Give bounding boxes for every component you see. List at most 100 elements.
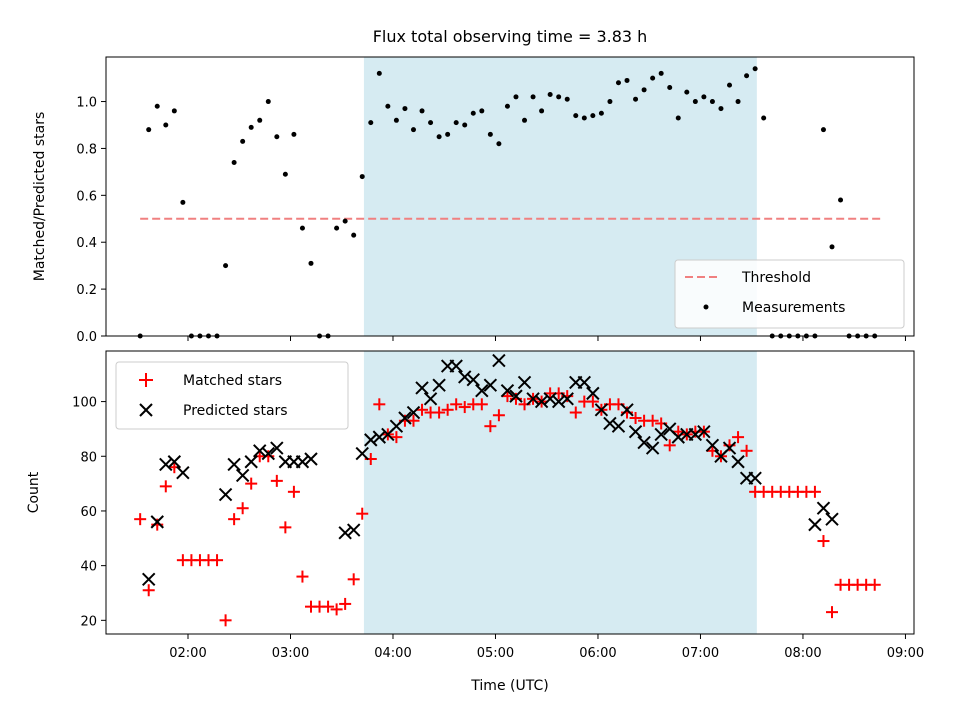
predicted-star-point xyxy=(611,419,626,433)
measurement-point xyxy=(231,160,237,166)
matched-star-point xyxy=(151,518,164,531)
predicted-star-point xyxy=(432,378,446,392)
matched-star-point xyxy=(296,570,309,583)
measurement-point xyxy=(701,94,707,100)
predicted-star-point xyxy=(628,424,643,439)
predicted-star-point xyxy=(253,444,267,458)
matched-star-point xyxy=(134,513,147,526)
measurement-point xyxy=(658,70,664,76)
matched-star-point xyxy=(868,578,881,591)
matched-star-point xyxy=(732,431,745,444)
predicted-star-point xyxy=(586,386,600,401)
measurement-point xyxy=(299,225,305,231)
predicted-star-point xyxy=(159,457,173,472)
measurement-point xyxy=(718,106,724,112)
matched-star-point xyxy=(390,431,403,444)
top-y-tick-label: 1.0 xyxy=(76,96,97,111)
matched-star-point xyxy=(287,485,300,498)
measurement-point xyxy=(556,94,562,100)
top-y-tick-label: 0.2 xyxy=(76,283,97,298)
measurement-point xyxy=(641,87,647,93)
predicted-star-point xyxy=(722,441,737,455)
predicted-star-points xyxy=(141,353,839,587)
measurement-point xyxy=(744,73,750,79)
predicted-star-point xyxy=(637,435,651,450)
matched-star-point xyxy=(236,502,249,515)
measurement-point xyxy=(727,82,733,88)
measurement-point xyxy=(607,99,613,105)
bottom-x-tick-label: 07:00 xyxy=(682,646,719,661)
legend-measurements-label: Measurements xyxy=(742,300,845,316)
bottom-y-tick-label: 20 xyxy=(80,614,97,629)
predicted-star-point xyxy=(697,424,711,439)
predicted-star-point xyxy=(475,383,489,398)
measurement-point xyxy=(359,174,365,180)
predicted-star-point xyxy=(808,517,822,532)
predicted-star-point xyxy=(551,394,566,409)
top-legend: Threshold Measurements xyxy=(674,259,905,329)
matched-star-point xyxy=(407,414,420,427)
matched-star-point xyxy=(228,513,241,526)
bottom-y-tick-label: 60 xyxy=(80,505,97,520)
top-y-tick-label: 0.6 xyxy=(76,189,97,204)
predicted-star-point xyxy=(415,381,429,395)
measurement-point xyxy=(675,115,681,121)
measurement-point xyxy=(274,134,280,140)
predicted-star-point xyxy=(825,512,839,526)
matched-star-point xyxy=(142,584,155,597)
matched-star-point xyxy=(211,554,224,567)
measurement-point xyxy=(530,94,536,100)
predicted-star-point xyxy=(526,392,540,406)
measurement-point xyxy=(453,120,459,126)
top-y-tick-label: 0.8 xyxy=(76,142,97,157)
chart-title: Flux total observing time = 3.83 h xyxy=(373,27,648,46)
legend-measurements-swatch xyxy=(703,304,709,310)
measurement-point xyxy=(334,225,340,231)
matched-star-point xyxy=(441,403,454,416)
top-panel: 0.0 0.2 0.4 0.6 0.8 1.0 Matched/Predicted sta… xyxy=(32,56,915,345)
measurement-point xyxy=(257,117,263,123)
predicted-star-point xyxy=(620,403,634,417)
predicted-star-point xyxy=(645,441,660,455)
measurement-point xyxy=(573,113,579,119)
predicted-star-point xyxy=(731,455,745,469)
matched-star-point xyxy=(826,606,839,619)
matched-star-point xyxy=(450,398,463,411)
measurement-point xyxy=(829,244,835,250)
measurement-point xyxy=(146,127,152,133)
matched-star-point xyxy=(475,398,488,411)
bottom-x-tick-label: 09:00 xyxy=(887,646,924,661)
matched-star-point xyxy=(433,406,446,419)
predicted-star-point xyxy=(705,438,720,453)
top-y-tick-label: 0.4 xyxy=(76,236,97,251)
measurement-point xyxy=(180,199,186,205)
measurement-point xyxy=(684,89,690,95)
measurement-point xyxy=(598,110,604,116)
predicted-star-point xyxy=(176,465,190,480)
measurement-point xyxy=(419,108,425,114)
top-legend-box xyxy=(674,259,905,329)
matched-star-point xyxy=(663,439,676,452)
measurement-point xyxy=(667,84,673,90)
predicted-star-point xyxy=(688,427,703,442)
measurement-point xyxy=(171,108,177,114)
measurement-point xyxy=(590,113,596,119)
matched-star-point xyxy=(322,600,335,613)
top-y-tick-label: 0.0 xyxy=(76,330,97,345)
measurement-point xyxy=(547,92,553,98)
predicted-star-point xyxy=(500,383,515,398)
measurement-point xyxy=(709,99,715,105)
measurement-point xyxy=(410,127,416,133)
predicted-star-point xyxy=(355,446,369,461)
predicted-star-point xyxy=(372,430,387,444)
legend-matched-label: Matched stars xyxy=(183,373,282,389)
predicted-star-point xyxy=(492,353,506,368)
measurement-point xyxy=(248,124,254,130)
matched-star-points xyxy=(134,387,881,627)
x-axis-label: Time (UTC) xyxy=(470,678,548,694)
predicted-star-point xyxy=(423,392,438,406)
matched-star-point xyxy=(458,401,471,414)
matched-star-point xyxy=(347,573,360,586)
predicted-star-point xyxy=(466,373,480,387)
measurement-point xyxy=(385,103,391,109)
